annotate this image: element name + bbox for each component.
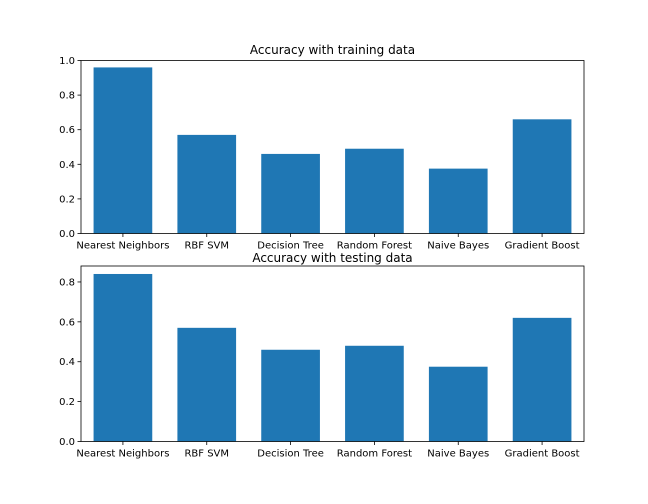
bar-nearest-neighbors (93, 273, 153, 442)
x-tick-label: Random Forest (337, 449, 412, 460)
y-tick-label: 0.2 (59, 397, 75, 408)
testing-accuracy-chart: Accuracy with testing data 0.00.20.40.60… (59, 251, 585, 460)
y-tick-label: 0.4 (59, 160, 75, 171)
bar-naive-bayes (428, 168, 488, 234)
chart-title: Accuracy with testing data (252, 251, 412, 265)
x-tick-label: Gradient Boost (505, 241, 580, 252)
y-tick-label: 0.4 (59, 357, 75, 368)
bar-naive-bayes (428, 366, 488, 442)
y-tick-label: 0.2 (59, 194, 75, 205)
x-tick-label: Decision Tree (257, 449, 324, 460)
y-tick-label: 0.6 (59, 317, 75, 328)
y-tick-label: 0.0 (59, 229, 75, 240)
bar-group (93, 67, 572, 234)
bar-rbf-svm (177, 134, 237, 234)
x-tick-label: Nearest Neighbors (76, 241, 169, 252)
bar-group (93, 273, 572, 442)
x-tick-label: Decision Tree (257, 241, 324, 252)
bar-nearest-neighbors (93, 67, 153, 234)
x-axis-ticks: Nearest Neighbors RBF SVM Decision Tree Ran… (76, 233, 580, 252)
x-tick-label: RBF SVM (184, 241, 229, 252)
bar-random-forest (345, 345, 404, 442)
bar-rbf-svm (177, 327, 237, 442)
y-tick-label: 1.0 (59, 56, 75, 67)
bar-gradient-boost (512, 317, 572, 442)
x-tick-label: Naive Bayes (427, 241, 489, 252)
x-tick-label: Naive Bayes (427, 449, 489, 460)
x-tick-label: Nearest Neighbors (76, 449, 169, 460)
x-tick-label: RBF SVM (184, 449, 229, 460)
y-tick-label: 0.6 (59, 125, 75, 136)
y-tick-label: 0.0 (59, 437, 75, 448)
bar-decision-tree (261, 349, 320, 442)
x-tick-label: Gradient Boost (505, 449, 580, 460)
x-axis-ticks: Nearest Neighbors RBF SVM Decision Tree Ran… (76, 441, 580, 460)
bar-gradient-boost (512, 119, 572, 234)
x-tick-label: Random Forest (337, 241, 412, 252)
bar-decision-tree (261, 153, 320, 234)
axes-frame (80, 60, 585, 234)
y-axis-ticks: 0.0 0.2 0.4 0.6 0.8 (59, 277, 81, 448)
y-tick-label: 0.8 (59, 277, 75, 288)
training-accuracy-chart: Accuracy with training data 0.0 0.2 0.4 0.6… (59, 43, 585, 252)
y-tick-label: 0.8 (59, 91, 75, 102)
y-axis-ticks: 0.0 0.2 0.4 0.6 0.8 1.0 (59, 56, 81, 240)
chart-title: Accuracy with training data (250, 43, 415, 57)
axes-frame (80, 265, 585, 442)
bar-random-forest (345, 148, 404, 234)
